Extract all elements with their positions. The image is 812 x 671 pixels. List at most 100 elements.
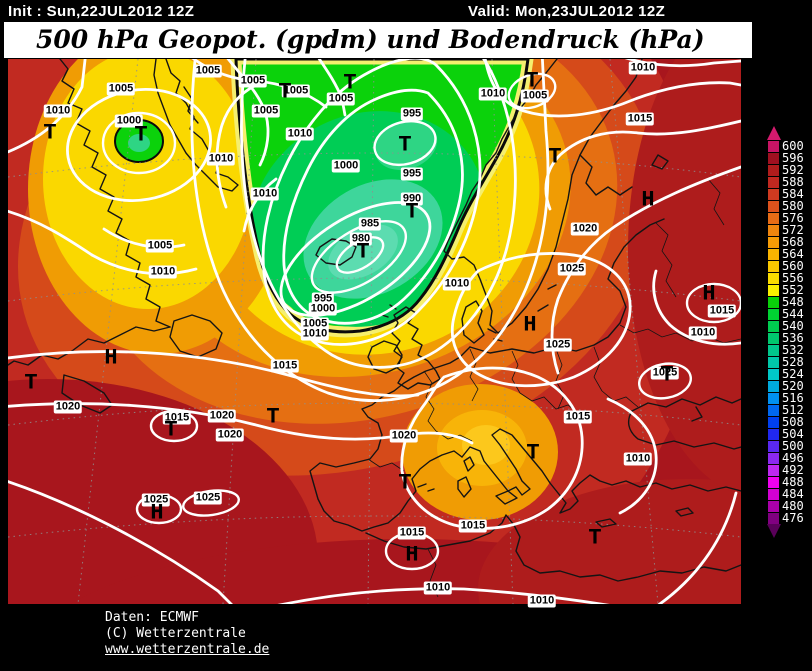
colorbar-entry: 480 [762,500,812,512]
colorbar-value: 504 [782,427,804,441]
map-canvas [8,59,741,604]
colorbar-value: 544 [782,307,804,321]
colorbar-swatch [768,344,779,356]
colorbar-swatch [768,476,779,488]
colorbar-entry: 528 [762,356,812,368]
colorbar-entry: 508 [762,416,812,428]
colorbar-value: 532 [782,343,804,357]
colorbar-swatch [768,236,779,248]
colorbar-swatch [768,356,779,368]
colorbar-entry: 572 [762,224,812,236]
colorbar-swatch [768,140,779,152]
colorbar-entry: 596 [762,152,812,164]
data-source-label: Daten: ECMWF [105,610,199,625]
colorbar-entry: 552 [762,284,812,296]
colorbar-value: 480 [782,499,804,513]
colorbar-value: 596 [782,151,804,165]
colorbar-value: 572 [782,223,804,237]
country-borders [367,178,741,598]
title-band [4,22,752,58]
colorbar-value: 552 [782,283,804,297]
colorbar-entry: 580 [762,200,812,212]
colorbar-swatch [768,224,779,236]
colorbar-swatch [768,152,779,164]
colorbar-entry: 492 [762,464,812,476]
weather-map: 1005 1010 1000 1005 1005 1005 1005 1005 1010 1010… [8,59,741,608]
colorbar-entry: 536 [762,332,812,344]
colorbar-value: 512 [782,403,804,417]
colorbar-swatch [768,332,779,344]
colorbar-arrow-up [767,126,781,140]
colorbar-value: 568 [782,235,804,249]
colorbar-entry: 484 [762,488,812,500]
colorbar-swatch [768,428,779,440]
colorbar-entry: 516 [762,392,812,404]
colorbar-value: 592 [782,163,804,177]
colorbar-entry: 556 [762,272,812,284]
colorbar-value: 492 [782,463,804,477]
colorbar-swatch [768,320,779,332]
init-time-label: Init : Sun,22JUL2012 12Z [8,3,195,20]
colorbar-entry: 560 [762,260,812,272]
colorbar-value: 560 [782,259,804,273]
colorbar-entry: 564 [762,248,812,260]
colorbar-entry: 576 [762,212,812,224]
colorbar-swatch [768,488,779,500]
colorbar-value: 584 [782,187,804,201]
colorbar-entry: 476 [762,512,812,524]
colorbar-value: 516 [782,391,804,405]
colorbar-swatch [768,440,779,452]
colorbar-entry: 540 [762,320,812,332]
colorbar-swatch [768,200,779,212]
colorbar-swatch [768,404,779,416]
colorbar-swatch [768,500,779,512]
colorbar-swatch [768,368,779,380]
colorbar-value: 564 [782,247,804,261]
colorbar-entry: 568 [762,236,812,248]
colorbar-cells: 600 596 592 588 584 580 576 572 568 564 560 556 552 5… [762,140,812,524]
colorbar-swatch [768,164,779,176]
colorbar-swatch [768,380,779,392]
colorbar-value: 536 [782,331,804,345]
colorbar-entry: 532 [762,344,812,356]
colorbar-value: 488 [782,475,804,489]
colorbar-entry: 584 [762,188,812,200]
colorbar-swatch [768,284,779,296]
colorbar-swatch [768,248,779,260]
colorbar-entry: 488 [762,476,812,488]
colorbar-entry: 512 [762,404,812,416]
colorbar-entry: 500 [762,440,812,452]
colorbar-swatch [768,272,779,284]
colorbar-entry: 524 [762,368,812,380]
colorbar-value: 508 [782,415,804,429]
colorbar-swatch [768,512,779,524]
colorbar-entry: 588 [762,176,812,188]
colorbar-value: 576 [782,211,804,225]
website-link[interactable]: www.wetterzentrale.de [105,642,270,657]
colorbar-swatch [768,308,779,320]
colorbar-value: 524 [782,367,804,381]
colorbar-swatch [768,296,779,308]
map-title: 500 hPa Geopot. (gpdm) und Bodendruck (h… [36,25,705,54]
colorbar-swatch [768,188,779,200]
colorbar-entry: 600 [762,140,812,152]
colorbar: 600 596 592 588 584 580 576 572 568 564 560 556 552 5… [762,126,812,539]
coastlines [8,59,741,582]
colorbar-swatch [768,176,779,188]
colorbar-swatch [768,416,779,428]
colorbar-swatch [768,452,779,464]
colorbar-value: 588 [782,175,804,189]
copyright-label: (C) Wetterzentrale [105,626,246,641]
colorbar-swatch [768,260,779,272]
colorbar-entry: 548 [762,296,812,308]
colorbar-entry: 544 [762,308,812,320]
colorbar-value: 484 [782,487,804,501]
colorbar-swatch [768,392,779,404]
colorbar-value: 580 [782,199,804,213]
colorbar-value: 600 [782,139,804,153]
colorbar-value: 476 [782,511,804,525]
colorbar-arrow-down [767,524,781,538]
colorbar-value: 520 [782,379,804,393]
colorbar-entry: 520 [762,380,812,392]
